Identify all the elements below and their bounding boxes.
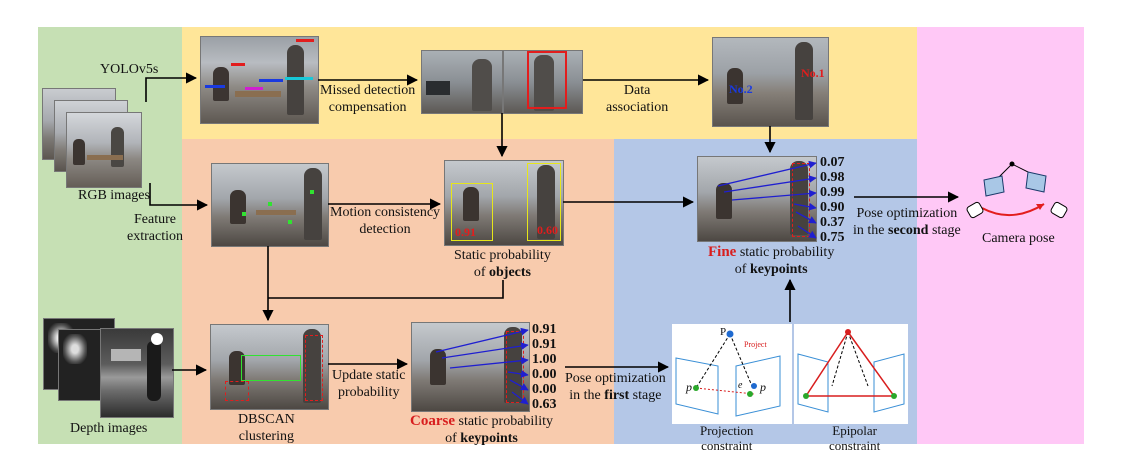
static-objects-pre: of <box>473 265 489 280</box>
proj-project: Project <box>744 340 767 349</box>
feature-extraction-label: Feature extraction <box>127 211 183 245</box>
projection-sketch <box>675 330 781 417</box>
static-objects-line1: Static probability <box>454 248 551 263</box>
pose-second-bold: second <box>888 223 929 238</box>
fine-pre: of <box>734 262 750 277</box>
dbscan-line2: clustering <box>238 429 294 444</box>
fine-value: 0.98 <box>820 170 845 185</box>
fine-bold: keypoints <box>749 262 808 277</box>
missed-detection-line2: compensation <box>328 100 407 115</box>
pose-first-stage-label: Pose optimization in the first stage <box>565 370 666 404</box>
projection-constraint-label: Projection constraint <box>700 423 753 453</box>
motion-consistency-line1: Motion consistency <box>330 205 441 220</box>
coarse-value: 0.91 <box>532 337 557 352</box>
missed-detection-image-b <box>503 50 583 114</box>
depth-images-label: Depth images <box>70 421 148 436</box>
projection-line1: Projection <box>700 423 754 438</box>
data-association-line2: association <box>606 100 669 115</box>
coarse-keypoint-arrows <box>435 327 529 405</box>
fine-value: 0.37 <box>820 215 845 230</box>
yolo-label: YOLOv5s <box>100 62 159 77</box>
object-score-right: 0.60 <box>537 223 558 237</box>
static-objects-label: Static probability of objects <box>454 247 551 281</box>
proj-p2: p <box>760 380 766 394</box>
tag-no1: No.1 <box>801 66 825 80</box>
proj-e: e <box>738 380 743 391</box>
update-static-label: Update static probability <box>332 367 405 401</box>
depth-image-frame-1 <box>100 328 174 418</box>
rgb-images-label: RGB images <box>78 188 150 203</box>
dbscan-image <box>210 324 329 410</box>
tag-no2: No.2 <box>729 82 753 96</box>
output-panel <box>917 27 1084 444</box>
camera-pose-label: Camera pose <box>982 231 1055 246</box>
data-association-label: Data association <box>606 82 668 116</box>
pose-second-pre: in the <box>853 223 888 238</box>
yolo-detection-image <box>200 36 319 124</box>
motion-consistency-label: Motion consistency detection <box>330 204 440 238</box>
fine-value: 0.07 <box>820 155 845 170</box>
fine-label: Fine static probability of keypoints <box>708 244 834 278</box>
pose-second-line1: Pose optimization <box>856 206 958 221</box>
fine-value: 0.90 <box>820 200 845 215</box>
feature-extraction-line1: Feature <box>134 212 176 227</box>
fine-value: 0.99 <box>820 185 845 200</box>
motion-consistency-line2: detection <box>359 222 411 237</box>
pose-first-bold: first <box>604 388 630 403</box>
update-static-line2: probability <box>338 385 400 400</box>
rgb-image-frame-1 <box>66 112 142 188</box>
static-objects-bold: objects <box>489 265 531 280</box>
coarse-bold: keypoints <box>460 431 518 446</box>
feature-extraction-image <box>211 163 329 247</box>
coarse-keypoints-image <box>411 322 530 412</box>
pose-first-post: stage <box>629 388 662 403</box>
pose-first-pre: in the <box>569 388 605 403</box>
coarse-value: 0.91 <box>532 322 557 337</box>
epipolar-sketch <box>797 329 905 413</box>
data-association-image: No.1 No.2 <box>712 37 829 127</box>
fine-rest: static probability <box>736 245 835 260</box>
projection-constraint-box: P Project p e p <box>672 324 792 424</box>
dbscan-label: DBSCAN clustering <box>238 411 295 445</box>
object-score-left: 0.91 <box>455 225 476 239</box>
coarse-value: 0.63 <box>532 397 557 412</box>
fine-keypoint-arrows <box>717 160 817 239</box>
fine-word: Fine <box>708 244 737 260</box>
pose-second-stage-label: Pose optimization in the second stage <box>853 205 961 239</box>
missed-detection-label: Missed detection compensation <box>320 82 415 116</box>
coarse-word: Coarse <box>410 413 455 429</box>
data-association-line1: Data <box>623 83 651 98</box>
coarse-label: Coarse static probability of keypoints <box>410 413 553 447</box>
static-objects-image: 0.91 0.60 <box>444 160 564 246</box>
coarse-value: 0.00 <box>532 382 557 397</box>
feature-extraction-line2: extraction <box>127 229 183 244</box>
camera-pose-icon <box>962 158 1078 226</box>
update-static-line1: Update static <box>332 368 406 383</box>
pose-second-post: stage <box>928 223 961 238</box>
epipolar-line1: Epipolar <box>832 423 878 438</box>
dbscan-line1: DBSCAN <box>238 412 295 427</box>
epipolar-constraint-label: Epipolar constraint <box>829 423 880 453</box>
missed-detection-image-a <box>421 50 503 114</box>
pose-first-line1: Pose optimization <box>565 371 666 386</box>
coarse-rest: static probability <box>455 414 553 429</box>
missed-detection-line1: Missed detection <box>320 83 416 98</box>
coarse-value: 0.00 <box>532 367 557 382</box>
epipolar-constraint-box <box>794 324 908 424</box>
coarse-pre: of <box>445 431 461 446</box>
epipolar-line2: constraint <box>829 438 881 453</box>
proj-p1: p <box>686 380 692 394</box>
proj-P: P <box>720 326 727 338</box>
projection-line2: constraint <box>701 438 753 453</box>
coarse-value: 1.00 <box>532 352 557 367</box>
fine-value: 0.75 <box>820 230 845 245</box>
